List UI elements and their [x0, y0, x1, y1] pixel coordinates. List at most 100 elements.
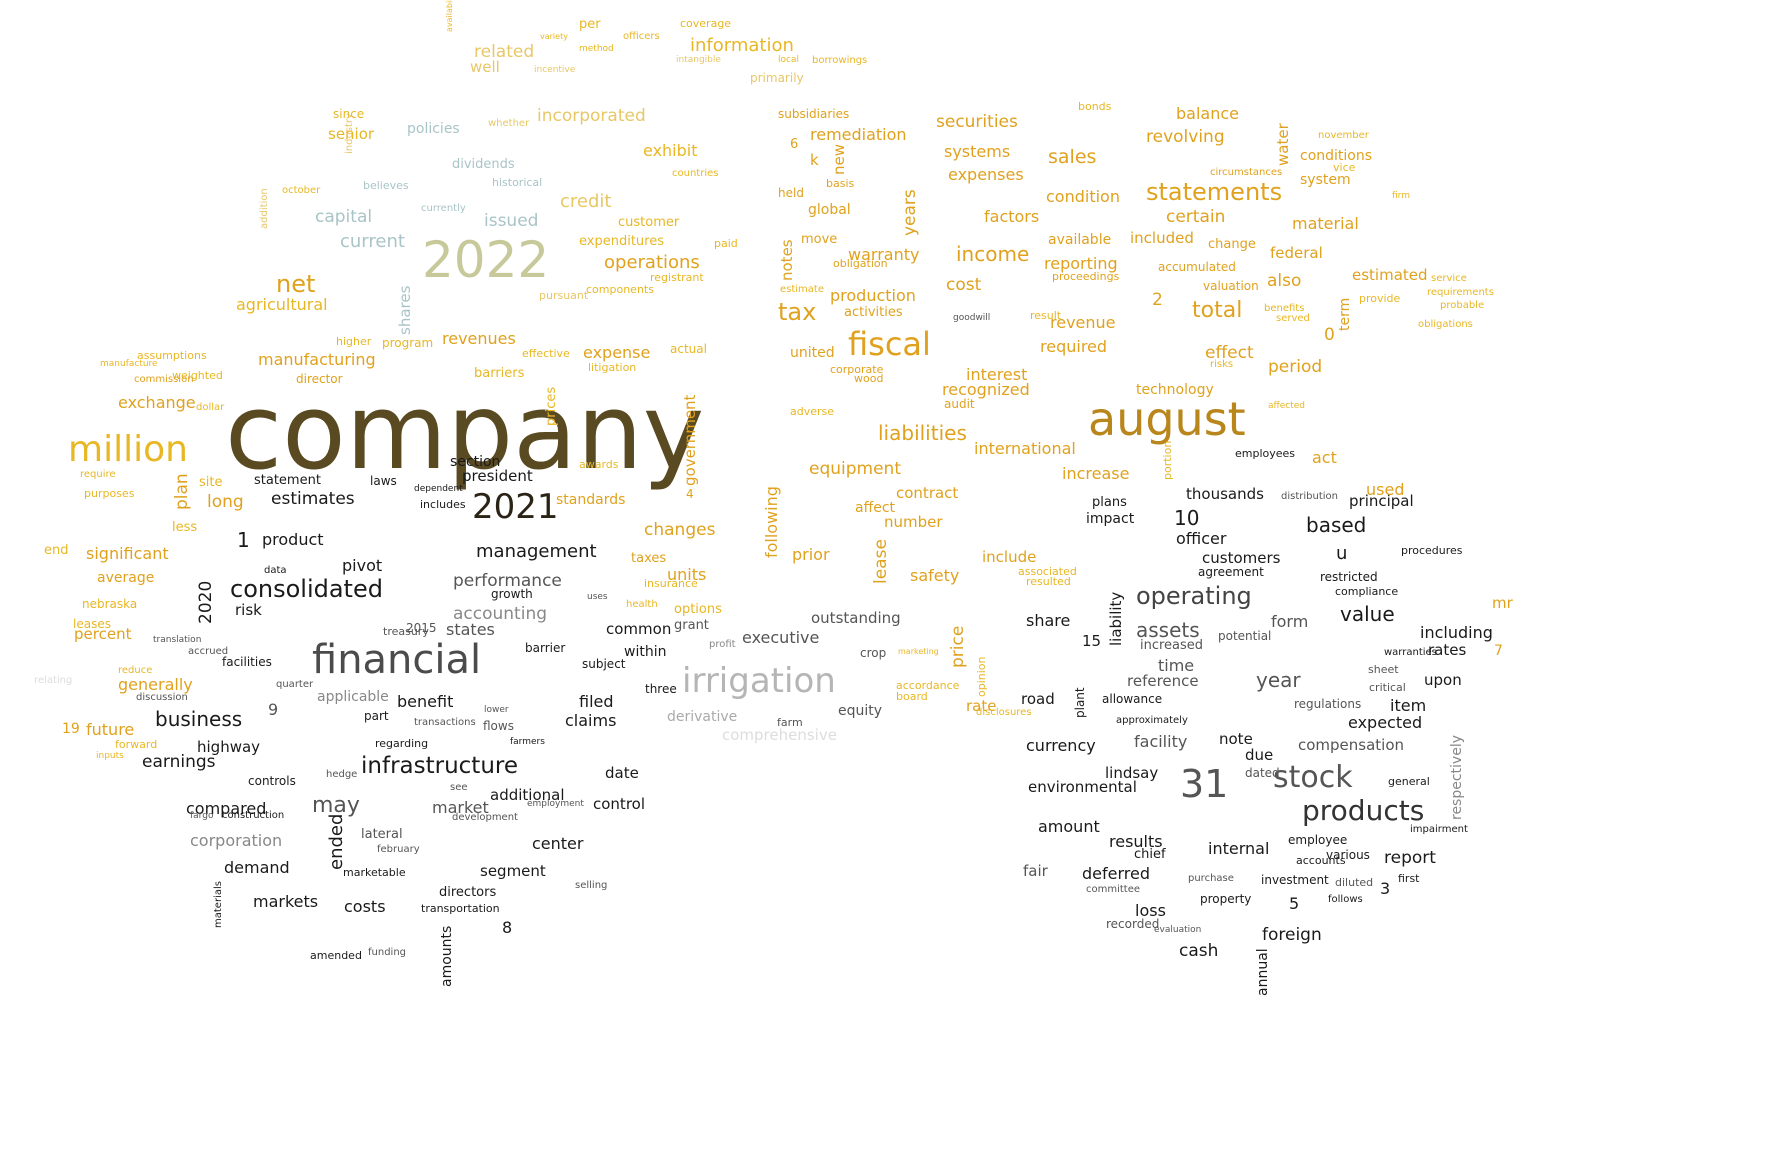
cloud-word: act [1312, 448, 1337, 467]
cloud-word: upon [1424, 671, 1462, 689]
cloud-word: number [884, 513, 943, 531]
cloud-word: commission [134, 374, 194, 385]
cloud-word: warranty [848, 245, 920, 264]
cloud-word: flows [483, 719, 514, 733]
cloud-word: due [1245, 746, 1274, 764]
cloud-word: chief [1134, 847, 1166, 862]
cloud-word: available [1048, 232, 1112, 248]
cloud-word: cost [946, 275, 982, 295]
cloud-word: accrued [188, 646, 229, 657]
cloud-word: dollar [196, 402, 225, 413]
cloud-word: company [225, 371, 705, 493]
cloud-word: long [207, 492, 244, 512]
cloud-word: markets [253, 892, 319, 911]
cloud-word: filed [579, 692, 614, 711]
cloud-word: investment [1261, 873, 1329, 887]
cloud-word: balance [1176, 104, 1239, 123]
cloud-word: remediation [810, 125, 907, 144]
cloud-word: warranties [1384, 647, 1437, 658]
cloud-word: incentive [534, 65, 576, 75]
cloud-word: assumptions [137, 349, 207, 362]
cloud-word: local [778, 55, 799, 65]
cloud-word: 31 [1180, 762, 1229, 806]
cloud-word: financial [312, 637, 482, 683]
cloud-word: operating [1136, 582, 1252, 610]
cloud-word: loss [1135, 901, 1166, 920]
cloud-word: barriers [474, 366, 525, 381]
cloud-word: litigation [588, 361, 637, 374]
cloud-word: relating [34, 675, 73, 686]
cloud-word: 2 [1152, 290, 1163, 310]
cloud-word: november [1318, 130, 1369, 141]
cloud-word: marketable [343, 866, 406, 879]
cloud-word: expenses [948, 165, 1024, 184]
cloud-word: related [474, 42, 535, 62]
cloud-word: rate [966, 697, 997, 715]
cloud-word: period [1268, 357, 1323, 377]
cloud-word: segment [480, 862, 546, 880]
cloud-word: includes [420, 498, 466, 511]
cloud-word: federal [1270, 244, 1323, 262]
cloud-word: current [340, 231, 405, 252]
cloud-word: exhibit [643, 141, 698, 160]
cloud-word: countries [672, 168, 719, 179]
cloud-word: variety [540, 32, 568, 41]
cloud-word: issued [484, 211, 539, 231]
cloud-word: transportation [421, 902, 500, 915]
cloud-word: lease [871, 539, 891, 584]
cloud-word: held [778, 186, 804, 200]
cloud-word: taxes [631, 551, 667, 566]
cloud-word: potential [1218, 629, 1272, 643]
cloud-word: within [624, 644, 667, 660]
cloud-word: dependent [414, 484, 463, 494]
cloud-word: share [1026, 611, 1071, 630]
cloud-word: income [956, 242, 1030, 266]
cloud-word: years [900, 189, 920, 236]
cloud-word: portion [1161, 440, 1174, 480]
cloud-word: percent [74, 625, 132, 643]
cloud-word: consolidated [230, 575, 383, 603]
cloud-word: liability [1107, 591, 1125, 646]
cloud-word: subsidiaries [778, 107, 850, 121]
cloud-word: global [808, 202, 851, 218]
cloud-word: construction [222, 810, 285, 821]
cloud-word: see [450, 782, 468, 793]
cloud-word: management [476, 541, 597, 562]
cloud-word: disclosures [976, 707, 1032, 718]
cloud-word: treasury [383, 625, 429, 638]
cloud-word: term [1337, 297, 1353, 331]
cloud-word: fair [1023, 862, 1048, 880]
cloud-word: profit [709, 639, 736, 650]
cloud-word: transactions [414, 717, 476, 728]
cloud-word: insurance [644, 577, 698, 590]
cloud-word: manufacture [100, 359, 158, 369]
cloud-word: sales [1048, 146, 1097, 168]
cloud-word: change [1208, 237, 1256, 252]
cloud-word: outstanding [811, 609, 901, 627]
cloud-word: results [1109, 832, 1163, 851]
cloud-word: plans [1092, 495, 1127, 510]
cloud-word: part [364, 709, 389, 723]
cloud-word: thousands [1186, 485, 1264, 503]
cloud-word: agreement [1198, 565, 1264, 579]
cloud-word: diluted [1335, 876, 1374, 889]
cloud-word: comprehensive [722, 726, 837, 744]
cloud-word: distribution [1281, 491, 1338, 502]
cloud-word: year [1256, 668, 1301, 692]
cloud-word: million [68, 429, 188, 470]
cloud-word: officers [623, 31, 660, 42]
cloud-word: discussion [136, 692, 188, 703]
cloud-word: compliance [1335, 585, 1399, 598]
cloud-word: funding [368, 947, 407, 958]
cloud-word: business [155, 707, 243, 731]
cloud-word: k [810, 151, 819, 169]
cloud-word: 6 [790, 137, 799, 152]
cloud-word: accordance [896, 679, 960, 692]
cloud-word: move [801, 232, 838, 247]
cloud-word: also [1267, 271, 1302, 291]
cloud-word: directors [439, 885, 497, 900]
cloud-word: total [1192, 298, 1243, 323]
cloud-word: executive [742, 628, 820, 647]
cloud-word: reduce [118, 665, 153, 676]
cloud-word: lower [484, 705, 509, 715]
